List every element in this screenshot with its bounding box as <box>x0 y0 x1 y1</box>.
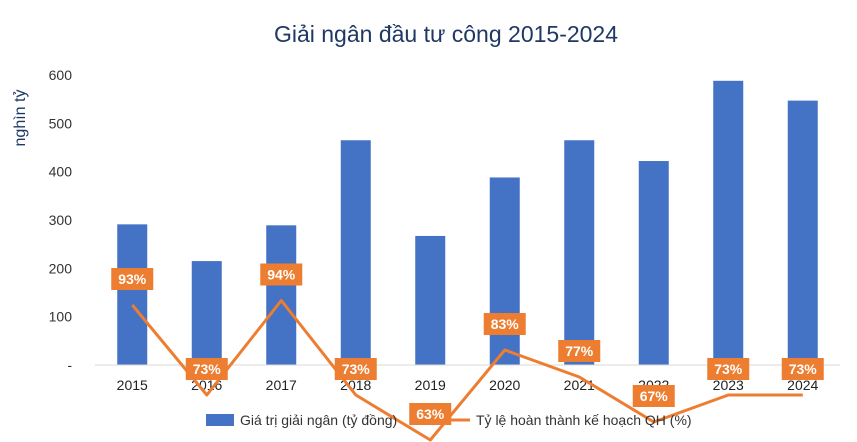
x-tick-label: 2024 <box>787 377 818 393</box>
legend-bar-label: Giá trị giải ngân (tỷ đồng) <box>240 412 397 428</box>
data-labels: 93% 73% 94% 73% 63% 83% 77% 67% 73% 73% <box>111 263 824 425</box>
data-label-2018: 73% <box>334 358 377 380</box>
data-label-box <box>185 358 228 380</box>
y-tick-label: 600 <box>49 67 73 83</box>
y-tick-label: 200 <box>49 260 73 276</box>
data-label-box <box>111 268 154 290</box>
data-label-2021: 77% <box>558 340 601 362</box>
bar-2021 <box>564 140 595 365</box>
data-label-2023: 73% <box>707 358 750 380</box>
bar-2016 <box>191 261 222 365</box>
bar-2024 <box>787 100 818 365</box>
line-series <box>131 299 803 442</box>
data-label-text: 77% <box>565 343 594 359</box>
data-label-text: 93% <box>118 271 147 287</box>
legend: Giá trị giải ngân (tỷ đồng) Tỷ lệ hoàn t… <box>206 412 692 428</box>
data-label-box <box>707 358 750 380</box>
data-label-box <box>632 385 675 407</box>
bar-2018 <box>340 140 371 365</box>
data-label-text: 73% <box>193 361 222 377</box>
data-label-text: 73% <box>342 361 371 377</box>
x-tick-label: 2018 <box>340 377 371 393</box>
bar-2015 <box>117 224 148 365</box>
x-tick-label: 2020 <box>489 377 520 393</box>
legend-bar-swatch <box>206 414 234 426</box>
data-label-text: 94% <box>267 267 296 283</box>
y-tick-label: 300 <box>49 212 73 228</box>
data-label-2024: 73% <box>781 358 824 380</box>
data-label-2016: 73% <box>185 358 228 380</box>
x-tick-label: 2019 <box>415 377 446 393</box>
legend-line-label: Tỷ lệ hoàn thành kế hoạch QH (%) <box>476 412 692 428</box>
bar-2022 <box>638 161 669 365</box>
data-label-box <box>483 313 526 335</box>
bar-2019 <box>415 235 446 365</box>
y-axis: - 100 200 300 400 500 600 <box>49 67 73 373</box>
bar-2017 <box>266 225 297 365</box>
data-label-2015: 93% <box>111 268 154 290</box>
y-tick-label: 100 <box>49 309 73 325</box>
data-label-box <box>260 263 303 286</box>
data-label-2019: 63% <box>409 403 452 425</box>
data-label-text: 63% <box>416 406 445 422</box>
data-label-2020: 83% <box>483 313 526 335</box>
data-label-box <box>409 403 452 425</box>
y-tick-label: 500 <box>49 115 73 131</box>
x-tick-label: 2016 <box>191 377 222 393</box>
data-label-text: 67% <box>640 388 669 404</box>
data-label-text: 73% <box>714 361 743 377</box>
data-label-2022: 67% <box>632 385 675 407</box>
data-label-box <box>334 358 377 380</box>
data-label-2017: 94% <box>260 263 303 286</box>
bar-2020 <box>489 177 520 365</box>
x-tick-label: 2015 <box>117 377 148 393</box>
bar-2023 <box>713 80 744 366</box>
y-axis-label: nghìn tỷ <box>12 90 29 147</box>
data-label-box <box>781 358 824 380</box>
y-tick-label: 400 <box>49 164 73 180</box>
x-tick-label: 2023 <box>713 377 744 393</box>
bar-series <box>117 80 818 366</box>
x-tick-label: 2017 <box>266 377 297 393</box>
data-label-text: 73% <box>789 361 818 377</box>
data-label-text: 83% <box>491 316 520 332</box>
completion-rate-line <box>131 299 803 442</box>
chart-title: Giải ngân đầu tư công 2015-2024 <box>274 21 618 47</box>
y-tick-label: - <box>67 357 72 373</box>
data-label-box <box>558 340 601 362</box>
